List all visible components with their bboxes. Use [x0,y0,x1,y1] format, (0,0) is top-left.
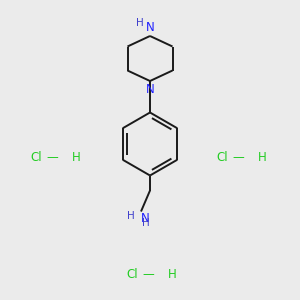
Text: —: — [142,268,154,281]
Text: H: H [136,19,143,28]
Text: N: N [146,21,154,34]
Text: Cl: Cl [216,151,228,164]
Text: H: H [72,151,81,164]
Text: Cl: Cl [30,151,42,164]
Text: H: H [168,268,177,281]
Text: N: N [146,83,154,96]
Text: —: — [46,151,58,164]
Text: H: H [142,218,149,228]
Text: —: — [232,151,244,164]
Text: Cl: Cl [126,268,138,281]
Text: H: H [127,211,134,221]
Text: N: N [141,212,150,225]
Text: H: H [258,151,267,164]
